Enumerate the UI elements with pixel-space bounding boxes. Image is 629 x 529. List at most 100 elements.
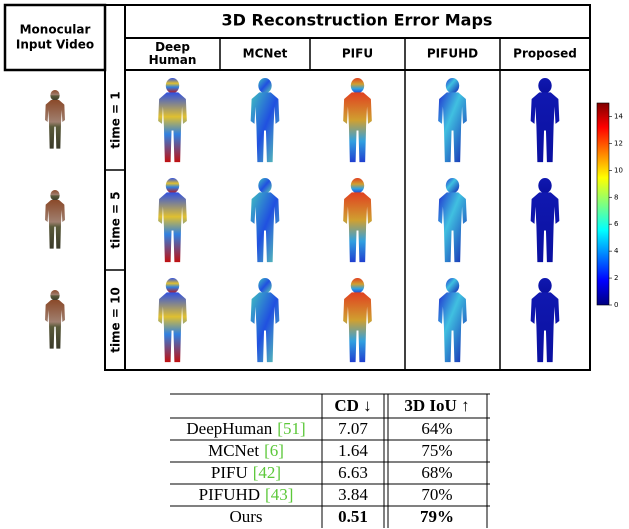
iou-cell: 79% (420, 507, 454, 526)
colorbar-tick-label: 0 (614, 301, 618, 309)
citation: [51] (277, 419, 305, 438)
method-cell: PIFU [42] (211, 463, 281, 482)
error-map (530, 278, 560, 363)
head (258, 278, 272, 294)
body (530, 292, 560, 363)
citation: [6] (264, 441, 284, 460)
error-map (158, 178, 187, 263)
method-name: Ours (229, 507, 262, 526)
error-map (530, 178, 560, 263)
time-label: time = 5 (109, 191, 123, 248)
error-map (438, 78, 467, 163)
input-frame (45, 90, 65, 149)
error-map (343, 278, 372, 363)
error-map (438, 178, 467, 263)
colorbar-tick-label: 2 (614, 274, 618, 282)
method-name: PIFUHD (199, 485, 260, 504)
cd-cell: 7.07 (338, 419, 368, 438)
body (343, 92, 372, 163)
head (350, 278, 365, 294)
body (158, 92, 187, 163)
colorbar-tick-label: 14 (614, 112, 623, 120)
colorbar-tick-label: 4 (614, 247, 619, 255)
frame (3, 3, 591, 371)
method-cell: Ours (229, 507, 262, 526)
citation: [43] (265, 485, 293, 504)
method-name: PIFU (211, 463, 248, 482)
head (50, 290, 60, 301)
colorbar-tick-label: 12 (614, 139, 623, 147)
iou-cell: 75% (421, 441, 452, 460)
method-cell: PIFUHD [43] (199, 485, 294, 504)
column-header: CD ↓ (334, 396, 371, 415)
cd-cell: 3.84 (338, 485, 368, 504)
colorbar-tick-label: 10 (614, 166, 623, 174)
colorbar: 0 2 4 6 8 10 12 14 (596, 102, 623, 309)
body (343, 192, 372, 263)
citation: [42] (253, 463, 281, 482)
table (170, 393, 490, 528)
error-map (158, 278, 187, 363)
method-header: PIFU (342, 47, 373, 61)
body (45, 100, 65, 149)
input-frame (45, 290, 65, 349)
error-map (250, 178, 280, 263)
input-frame (45, 190, 65, 249)
error-map (343, 178, 372, 263)
head (165, 78, 180, 94)
time-label: time = 1 (109, 91, 123, 148)
iou-cell: 68% (421, 463, 452, 482)
head (350, 78, 365, 94)
body (45, 200, 65, 249)
cd-cell: 6.63 (338, 463, 368, 482)
error-map (250, 78, 280, 163)
time-label: time = 10 (109, 287, 123, 353)
head (538, 178, 552, 194)
body (438, 192, 467, 263)
body (250, 192, 280, 263)
body (158, 292, 187, 363)
error-map (158, 78, 187, 163)
body (158, 192, 187, 263)
method-cell: MCNet [6] (208, 441, 284, 460)
method-cell: DeepHuman [51] (186, 419, 305, 438)
head (445, 278, 460, 294)
body (438, 292, 467, 363)
method-header: Deep (155, 40, 190, 54)
figure-title: 3D Reconstruction Error Maps (222, 11, 493, 30)
head (445, 78, 460, 94)
method-name: DeepHuman (186, 419, 272, 438)
error-map (530, 78, 560, 163)
body (250, 292, 280, 363)
error-map (250, 278, 280, 363)
head (350, 178, 365, 194)
error-map (438, 278, 467, 363)
method-header: PIFUHD (427, 47, 478, 61)
input-header: Monocular (20, 23, 91, 37)
colorbar-tick-label: 6 (614, 220, 619, 228)
cd-cell: 0.51 (338, 507, 368, 526)
method-header: Human (149, 53, 197, 67)
head (538, 78, 552, 94)
body (530, 92, 560, 163)
method-header: MCNet (243, 47, 288, 61)
head (165, 178, 180, 194)
cd-cell: 1.64 (338, 441, 368, 460)
method-header: Proposed (513, 47, 577, 61)
head (538, 278, 552, 294)
head (50, 90, 60, 101)
iou-cell: 70% (421, 485, 452, 504)
method-name: MCNet (208, 441, 259, 460)
body (45, 300, 65, 349)
input-header: Input Video (16, 38, 94, 52)
column-header: 3D IoU ↑ (404, 396, 469, 415)
head (258, 78, 272, 94)
head (445, 178, 460, 194)
body (343, 292, 372, 363)
colorbar-tick-label: 8 (614, 193, 618, 201)
body (250, 92, 280, 163)
body (530, 192, 560, 263)
head (258, 178, 272, 194)
